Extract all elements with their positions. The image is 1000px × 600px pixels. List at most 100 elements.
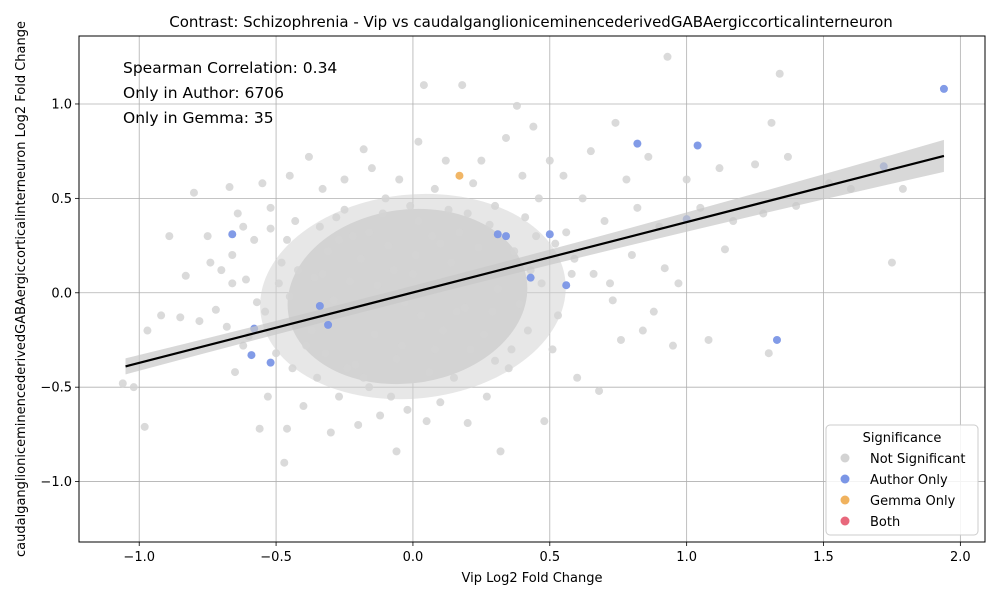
point-not-significant xyxy=(616,335,625,344)
point-author-only xyxy=(315,301,324,310)
point-not-significant xyxy=(439,326,448,335)
regression-confidence-band xyxy=(125,139,944,375)
point-not-significant xyxy=(548,345,557,354)
point-not-significant xyxy=(318,269,327,278)
point-not-significant xyxy=(354,420,363,429)
legend-label-gemma-only: Gemma Only xyxy=(870,494,956,509)
point-not-significant xyxy=(395,175,404,184)
point-not-significant xyxy=(318,184,327,193)
point-not-significant xyxy=(143,326,152,335)
point-not-significant xyxy=(660,264,669,273)
point-not-significant xyxy=(266,203,275,212)
point-not-significant xyxy=(463,209,472,218)
y-tick-label: 0.0 xyxy=(51,286,72,301)
point-not-significant xyxy=(189,188,198,197)
point-not-significant xyxy=(545,156,554,165)
point-not-significant xyxy=(512,101,521,110)
point-not-significant xyxy=(436,239,445,248)
point-not-significant xyxy=(250,235,259,244)
point-not-significant xyxy=(589,269,598,278)
point-not-significant xyxy=(272,349,281,358)
point-not-significant xyxy=(335,392,344,401)
legend-box xyxy=(825,424,979,536)
point-not-significant xyxy=(529,122,538,131)
point-not-significant xyxy=(428,232,437,241)
point-not-significant xyxy=(222,322,231,331)
point-not-significant xyxy=(203,232,212,241)
point-not-significant xyxy=(611,118,620,127)
point-not-significant xyxy=(622,175,631,184)
point-not-significant xyxy=(491,201,500,210)
point-not-significant xyxy=(376,411,385,420)
point-not-significant xyxy=(682,175,691,184)
point-not-significant xyxy=(195,317,204,326)
point-not-significant xyxy=(480,330,489,339)
regression-line xyxy=(125,139,945,375)
annotation-spearman: Spearman Correlation: 0.34 xyxy=(123,59,337,77)
point-not-significant xyxy=(310,273,319,282)
point-not-significant xyxy=(562,228,571,237)
point-not-significant xyxy=(359,373,368,382)
point-not-significant xyxy=(518,171,527,180)
y-tick-label: 0.5 xyxy=(51,192,72,207)
point-not-significant xyxy=(217,266,226,275)
point-not-significant xyxy=(321,349,330,358)
legend-label-author-only: Author Only xyxy=(870,473,948,488)
point-not-significant xyxy=(463,419,472,428)
point-not-significant xyxy=(633,203,642,212)
point-not-significant xyxy=(231,368,240,377)
point-author-only xyxy=(324,320,333,329)
legend-marker-not-significant xyxy=(840,453,850,463)
point-not-significant xyxy=(887,258,896,267)
point-not-significant xyxy=(414,137,423,146)
point-not-significant xyxy=(381,194,390,203)
point-not-significant xyxy=(715,164,724,173)
point-not-significant xyxy=(515,300,524,309)
point-not-significant xyxy=(458,81,467,90)
point-not-significant xyxy=(751,160,760,169)
point-not-significant xyxy=(261,307,270,316)
x-axis-label: Vip Log2 Fold Change xyxy=(462,571,603,586)
legend-marker-author-only xyxy=(840,474,850,484)
y-tick-label: −0.5 xyxy=(40,381,72,396)
x-tick-label: 2.0 xyxy=(950,550,971,565)
point-not-significant xyxy=(449,373,458,382)
point-not-significant xyxy=(129,383,138,392)
point-not-significant xyxy=(367,164,376,173)
point-not-significant xyxy=(510,247,519,256)
point-not-significant xyxy=(425,368,434,377)
y-axis-ticks: −1.0 −0.5 0.0 0.5 1.0 xyxy=(40,97,79,490)
point-not-significant xyxy=(392,354,401,363)
point-not-significant xyxy=(573,373,582,382)
chart-title: Contrast: Schizophrenia - Vip vs caudalg… xyxy=(169,13,893,31)
legend-title: Significance xyxy=(863,431,942,446)
point-not-significant xyxy=(252,298,261,307)
point-not-significant xyxy=(578,194,587,203)
point-not-significant xyxy=(307,326,316,335)
point-not-significant xyxy=(288,364,297,373)
x-tick-label: −1.0 xyxy=(123,550,155,565)
point-not-significant xyxy=(460,303,469,312)
y-axis-label: caudalganglioniceminencederivedGABAergic… xyxy=(14,21,29,557)
point-not-significant xyxy=(521,213,530,222)
point-not-significant xyxy=(898,184,907,193)
point-not-significant xyxy=(419,81,428,90)
plot-frame xyxy=(78,35,986,543)
point-not-significant xyxy=(507,345,516,354)
point-not-significant xyxy=(704,335,713,344)
point-not-significant xyxy=(285,171,294,180)
point-not-significant xyxy=(343,364,352,373)
point-not-significant xyxy=(606,279,615,288)
point-not-significant xyxy=(488,307,497,316)
point-not-significant xyxy=(315,222,324,231)
regression-fit-line xyxy=(125,154,945,368)
x-tick-label: 1.5 xyxy=(813,550,834,565)
y-tick-label: 1.0 xyxy=(51,97,72,112)
legend-marker-both xyxy=(840,516,850,526)
point-not-significant xyxy=(523,326,532,335)
point-not-significant xyxy=(239,341,248,350)
point-not-significant xyxy=(469,179,478,188)
x-tick-label: 0.0 xyxy=(403,550,424,565)
point-gemma-only xyxy=(455,171,464,180)
